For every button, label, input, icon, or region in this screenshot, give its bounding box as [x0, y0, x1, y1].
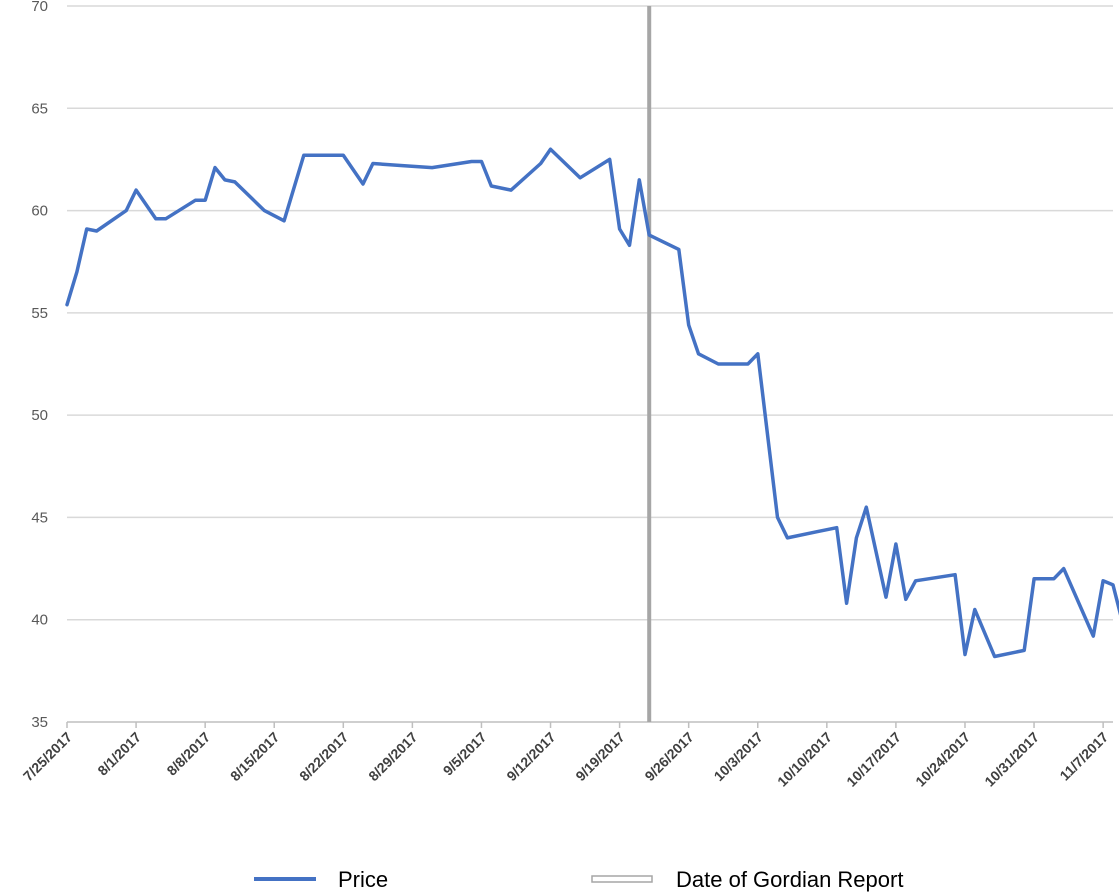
y-tick-label: 60: [31, 203, 48, 220]
y-tick-label: 35: [31, 714, 48, 731]
x-tick-label: 8/29/2017: [365, 729, 421, 785]
x-tick-label: 9/5/2017: [440, 729, 490, 779]
y-tick-label: 45: [31, 509, 48, 526]
series-line-price: [65, 147, 1119, 659]
legend-label-report: Date of Gordian Report: [676, 867, 903, 892]
x-axis: 7/25/2017 8/1/2017 8/8/2017 8/15/2017 8/22/2…: [20, 721, 1113, 790]
x-tick-label: 8/8/2017: [163, 729, 213, 779]
x-tick-label: 10/31/2017: [981, 729, 1042, 790]
x-tick-label: 8/15/2017: [227, 729, 283, 785]
x-tick-label: 10/3/2017: [711, 729, 767, 785]
y-axis: 35 40 45 50 55 60 65 70: [31, 0, 48, 731]
y-tick-label: 55: [31, 305, 48, 322]
y-tick-label: 70: [31, 0, 48, 15]
x-tick-label: 10/24/2017: [912, 729, 973, 790]
x-tick-label: 10/10/2017: [774, 729, 835, 790]
x-tick-label: 9/12/2017: [503, 729, 559, 785]
x-tick-label: 8/1/2017: [94, 729, 144, 779]
y-tick-label: 40: [31, 612, 48, 629]
x-tick-label: 10/17/2017: [843, 729, 904, 790]
y-tick-label: 65: [31, 100, 48, 117]
y-tick-label: 50: [31, 407, 48, 424]
gridlines: [67, 5, 1113, 621]
x-tick-label: 7/25/2017: [20, 729, 76, 785]
x-tick-label: 11/7/2017: [1056, 729, 1111, 784]
x-tick-label: 9/26/2017: [641, 729, 697, 785]
x-tick-label: 8/22/2017: [296, 729, 352, 785]
legend-label-price: Price: [338, 867, 388, 892]
price-series: [65, 147, 1119, 659]
legend: Price Date of Gordian Report: [254, 867, 903, 892]
x-tick-label: 9/19/2017: [572, 729, 628, 785]
legend-swatch-report: [591, 875, 653, 883]
